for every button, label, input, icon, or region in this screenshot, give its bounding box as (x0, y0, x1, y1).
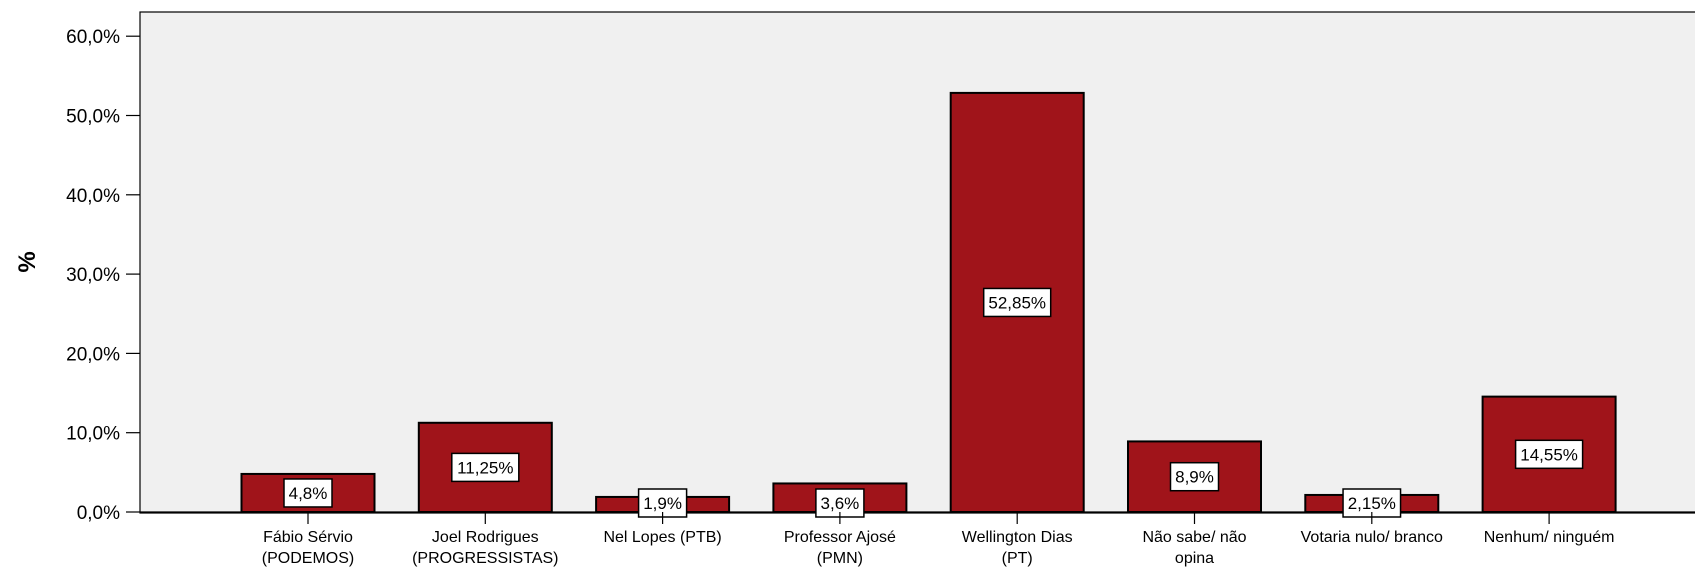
data-label: 52,85% (988, 293, 1046, 312)
data-label: 2,15% (1348, 494, 1396, 513)
y-axis-label: % (14, 251, 41, 272)
data-label: 11,25% (457, 458, 513, 477)
x-tick-label: Joel Rodrigues (PROGRESSISTAS) (412, 529, 558, 567)
y-axis: 0,0% 10,0% 20,0% 30,0% 40,0% 50,0% 60,0% (66, 27, 140, 524)
data-label-box (1514, 439, 1584, 470)
data-label: 4,8% (289, 484, 328, 503)
x-axis: Fábio Sérvio (PODEMOS) Joel Rodrigues (PROG… (262, 512, 1615, 567)
y-tick-label: 20,0% (66, 344, 120, 365)
data-label: 8,9% (1175, 468, 1214, 487)
y-tick-label: 60,0% (66, 27, 120, 48)
data-label: 3,6% (821, 494, 860, 513)
data-label-box (1169, 461, 1220, 492)
x-tick-label: Professor Ajosé (PMN) (784, 529, 896, 567)
data-label-box (451, 452, 520, 483)
x-tick-label: Wellington Dias (PT) (962, 529, 1073, 567)
y-tick-label: 30,0% (66, 265, 120, 286)
data-label-box (982, 287, 1052, 318)
x-tick-label: Nel Lopes (PTB) (603, 529, 721, 546)
plot-area (139, 11, 1695, 514)
data-label: 1,9% (643, 494, 682, 513)
data-label-box (283, 478, 333, 508)
y-tick-label: 0,0% (77, 503, 120, 524)
y-tick-label: 50,0% (66, 107, 120, 128)
x-tick-label: Votaria nulo/ branco (1301, 529, 1443, 546)
x-tick-label: Nenhum/ ninguém (1484, 529, 1615, 546)
data-label: 14,55% (1520, 445, 1578, 464)
y-tick-label: 40,0% (66, 186, 120, 207)
y-tick-label: 10,0% (66, 424, 120, 445)
bars: 4,8% 11,25% 1,9% 3,6% 52,85% 8,9% 2,15% 14,55% (240, 91, 1617, 518)
x-tick-label: Não sabe/ não opina (1142, 529, 1246, 567)
x-tick-label: Fábio Sérvio (PODEMOS) (262, 529, 354, 567)
